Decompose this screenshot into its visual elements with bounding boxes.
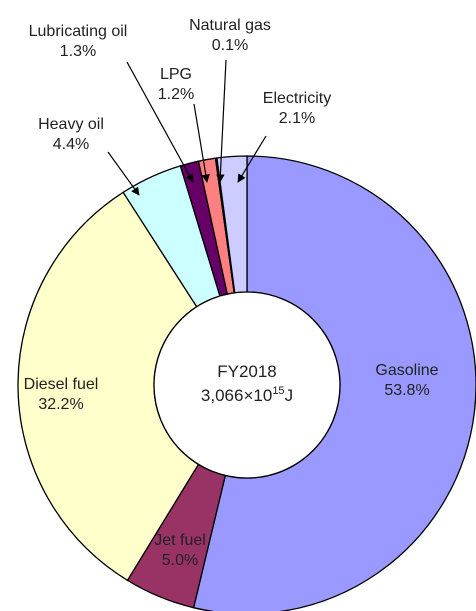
slice-name-gasoline: Gasoline [375,362,438,379]
slice-value-electricity: 2.1% [279,110,315,127]
leader-line-lubricating-oil [126,61,194,183]
slice-name-natural-gas: Natural gas [189,17,271,34]
center-label-total: 3,066×1015J [201,385,293,405]
leader-lines [107,59,267,196]
slice-name-heavy-oil: Heavy oil [38,116,104,133]
donut-hole [153,291,341,479]
slice-labels: Gasoline 53.8% Jet fuel 5.0% Diesel fuel 32.2… [24,17,439,569]
slice-name-lubricating-oil: Lubricating oil [29,23,128,40]
slice-value-gasoline: 53.8% [384,382,429,399]
leader-line-lpg [193,103,210,183]
leader-line-natural-gas [216,59,227,183]
slice-value-lubricating-oil: 1.3% [60,43,96,60]
leader-line-heavy-oil [107,151,140,196]
slice-value-lpg: 1.2% [158,86,194,103]
center-label-year: FY2018 [217,362,277,381]
slice-value-jet-fuel: 5.0% [162,552,198,569]
slice-name-diesel-fuel: Diesel fuel [24,376,99,393]
slice-name-lpg: LPG [160,66,192,83]
slice-name-electricity: Electricity [263,90,331,107]
slice-value-heavy-oil: 4.4% [53,136,89,153]
slice-group [17,155,476,611]
center-label: FY2018 3,066×1015J [201,362,293,405]
slice-value-diesel-fuel: 32.2% [38,396,83,413]
leader-line-electricity [237,135,267,183]
slice-name-jet-fuel: Jet fuel [154,532,206,549]
slice-value-natural-gas: 0.1% [212,37,248,54]
